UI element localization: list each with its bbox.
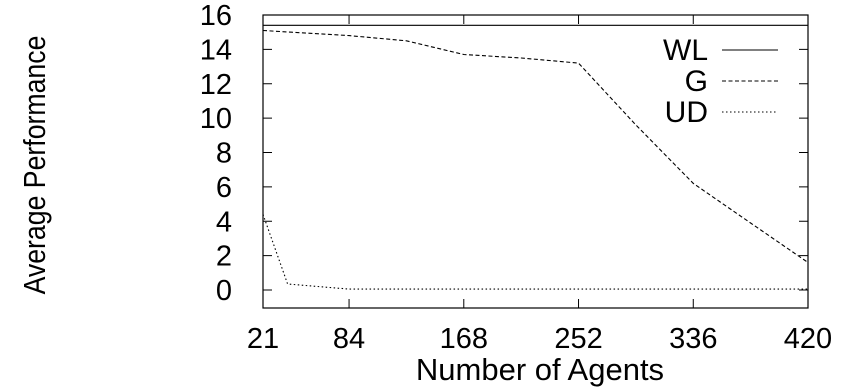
x-tick-label: 420 (784, 323, 832, 355)
series-line-g (262, 29, 809, 263)
series-line-ud (262, 214, 808, 290)
y-tick-label: 12 (200, 69, 232, 101)
plot-frame (262, 14, 809, 309)
y-tick-label: 6 (216, 172, 232, 204)
series-layer (262, 24, 809, 290)
y-tick-label: 4 (216, 206, 232, 238)
x-tick-label: 84 (333, 323, 365, 355)
x-tick-label: 252 (554, 323, 602, 355)
legend-label-ud: UD (665, 96, 708, 129)
x-tick-label: 21 (247, 323, 279, 355)
y-tick-label: 8 (216, 138, 232, 170)
x-tick-label: 336 (669, 323, 717, 355)
x-tick-label: 168 (440, 323, 488, 355)
legend-label-wl: WL (663, 34, 708, 67)
y-tick-label: 14 (200, 34, 232, 66)
x-axis-label: Number of Agents (416, 352, 664, 387)
y-tick-label: 2 (216, 241, 232, 273)
y-tick-label: 0 (216, 275, 232, 307)
y-axis-label: Average Performance (18, 36, 52, 295)
y-tick-label: 10 (200, 103, 232, 135)
legend-label-g: G (685, 65, 708, 98)
y-tick-label: 16 (200, 0, 232, 32)
